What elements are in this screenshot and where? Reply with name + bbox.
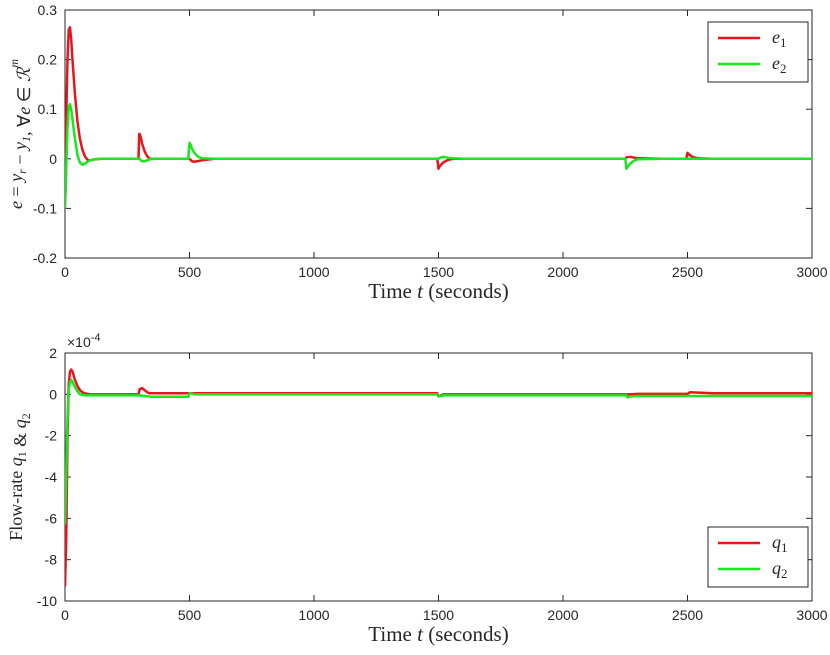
x-tick-label: 1000: [298, 607, 329, 623]
axes-box: [64, 352, 813, 602]
x-tick-label: 3000: [796, 264, 827, 280]
y-axis-label: Flow-rate q1 & q2: [6, 413, 33, 541]
x-tick-label: 2500: [672, 607, 703, 623]
axes-box: [64, 9, 813, 259]
y-tick-label: -8: [45, 552, 58, 568]
x-tick-label: 1500: [423, 607, 454, 623]
x-tick-label: 1000: [298, 264, 329, 280]
y-axis-label: e = yr − y1, ∀e ∈ ℛm: [6, 59, 34, 209]
y-tick-label: 2: [49, 345, 57, 361]
x-tick-label: 0: [61, 607, 69, 623]
x-axis-label: Time t (seconds): [368, 622, 508, 646]
y-axis-exponent: ×10-4: [67, 332, 101, 350]
error-plot: 0 500 1000 1500 2000 2500 3000 -0.2 -0.1 0 0.1 0.2 0…: [6, 2, 828, 303]
x-tick-label: 0: [61, 264, 69, 280]
series-line-e2: [65, 102, 812, 209]
y-tick-label: 0.1: [38, 101, 58, 117]
x-tick-label: 2000: [547, 264, 578, 280]
legend-label: e2: [772, 53, 787, 76]
x-tick-label: 3000: [796, 607, 827, 623]
y-tick-label: -0.1: [33, 200, 57, 216]
y-tick-label: 0.3: [38, 2, 58, 18]
y-tick-label: -4: [45, 469, 58, 485]
y-tick-label: 0: [49, 386, 57, 402]
y-tick-label: -10: [37, 593, 57, 609]
x-tick-label: 500: [178, 607, 202, 623]
legend-box: [707, 526, 809, 588]
y-tick-label: 0: [49, 151, 57, 167]
y-tick-label: 0.2: [38, 52, 58, 68]
x-tick-label: 2500: [672, 264, 703, 280]
legend-label: e1: [772, 27, 787, 50]
x-axis-label: Time t (seconds): [368, 279, 508, 303]
y-tick-label: -2: [45, 428, 58, 444]
legend-box: [707, 21, 809, 83]
flow-rate-plot: 0 500 1000 1500 2000 2500 3000 -10 -8 -6 -4 -2 0 2 ×10…: [6, 332, 828, 646]
legend-label: q2: [772, 558, 788, 581]
y-tick-label: -0.2: [33, 250, 57, 266]
x-tick-label: 2000: [547, 607, 578, 623]
x-tick-label: 500: [178, 264, 202, 280]
x-tick-label: 1500: [423, 264, 454, 280]
legend-label: q1: [772, 532, 788, 555]
y-tick-label: -6: [45, 510, 58, 526]
series-line-q2: [65, 378, 812, 525]
